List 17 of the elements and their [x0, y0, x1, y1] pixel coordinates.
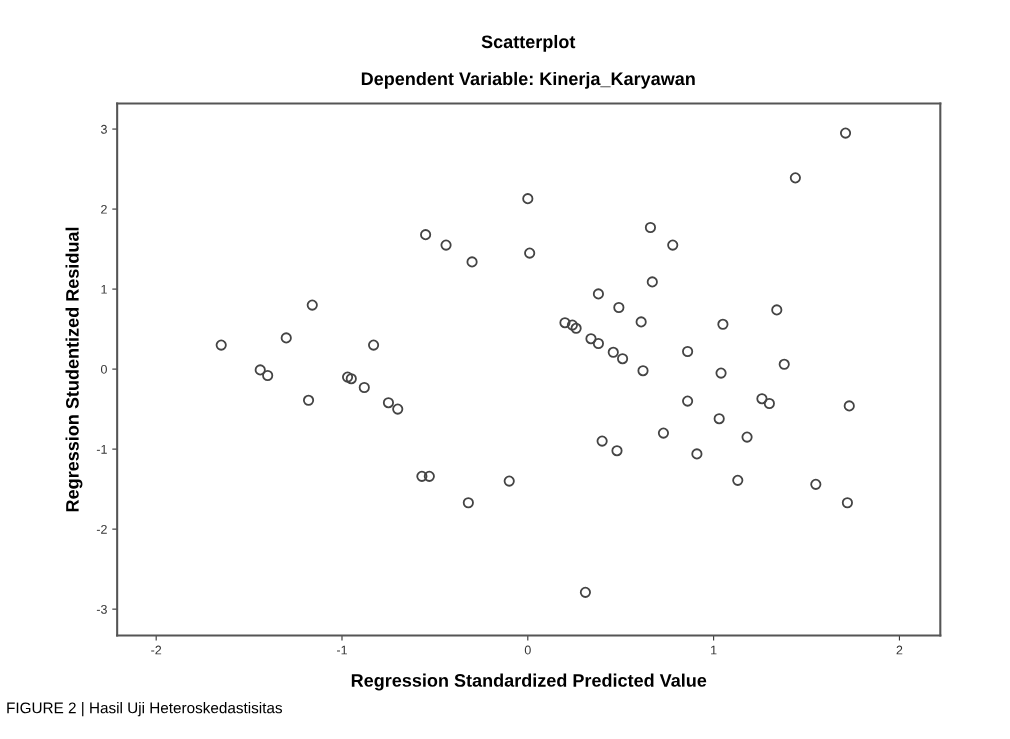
x-axis-title: Regression Standardized Predicted Value	[351, 673, 707, 691]
x-tick-label: -1	[336, 645, 347, 655]
y-tick-label: 0	[100, 364, 107, 374]
chart-subtitle: Dependent Variable: Kinerja_Karyawan	[361, 71, 695, 89]
x-tick-label: 2	[896, 645, 903, 655]
y-axis-title: Regression Studentized Residual	[65, 227, 83, 512]
y-tick-label: -2	[96, 524, 107, 534]
y-tick-label: 1	[101, 285, 107, 294]
x-tick-label: 0	[524, 645, 531, 655]
x-tick-label: 1	[711, 645, 717, 655]
caption: FIGURE 2 | Hasil Uji Heteroskedastisitas	[7, 702, 283, 717]
x-tick-label: -2	[151, 645, 162, 655]
y-tick-label: -1	[96, 445, 107, 454]
y-tick-label: 2	[101, 204, 107, 214]
chart-title: Scatterplot	[481, 34, 576, 52]
y-tick-label: -3	[96, 604, 107, 614]
y-tick-label: 3	[100, 124, 107, 134]
